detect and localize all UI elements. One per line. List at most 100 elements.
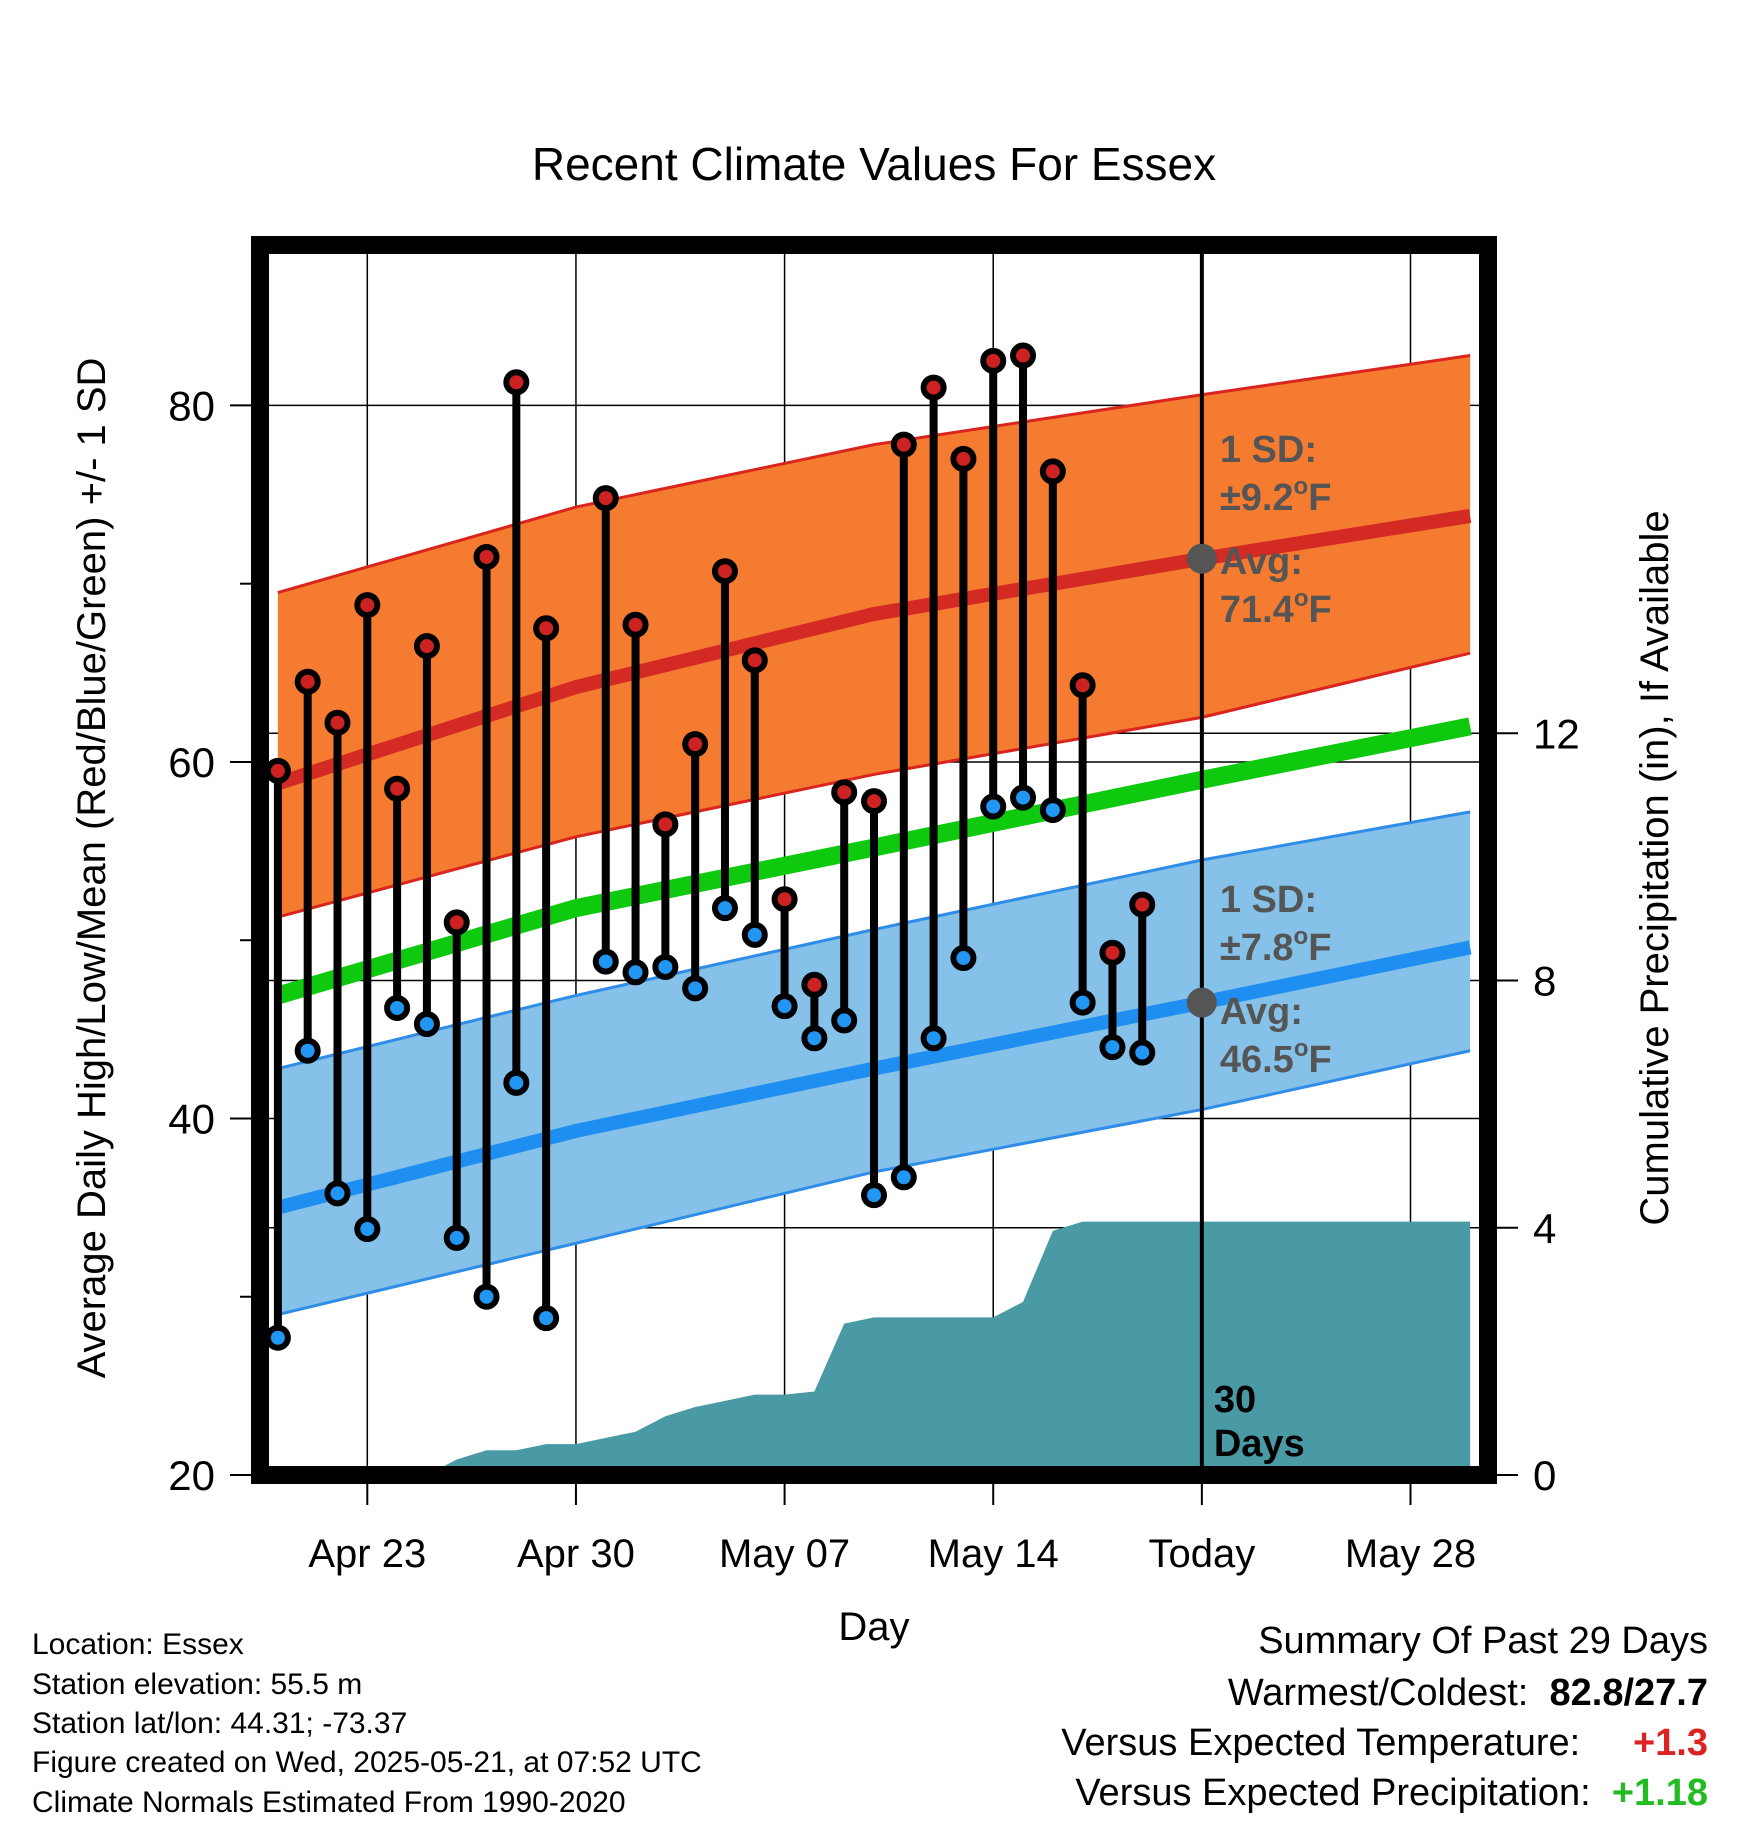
- y-tick-label: 20: [168, 1452, 215, 1499]
- days-count-unit: Days: [1214, 1423, 1305, 1465]
- y2-tick-label: 12: [1533, 710, 1580, 757]
- daily-low-point: [711, 895, 738, 922]
- daily-high-point: [592, 485, 619, 512]
- high-mean-line: [275, 509, 1472, 791]
- y-tick-label: 60: [168, 739, 215, 786]
- summary-precip-anomaly: Versus Expected Precipitation: +1.18: [1075, 1772, 1708, 1815]
- daily-high-point: [1069, 672, 1096, 699]
- daily-low-point: [592, 948, 619, 975]
- daily-low-point: [741, 921, 768, 948]
- high-sd-band: [277, 355, 1471, 918]
- y-axis-label: Average Daily High/Low/Mean (Red/Blue/Gr…: [70, 358, 114, 1379]
- daily-high-point: [711, 558, 738, 585]
- summary-temp-anomaly: Versus Expected Temperature: +1.3: [1061, 1722, 1708, 1765]
- x-tick-label: May 28: [1345, 1532, 1476, 1576]
- chart-title: Recent Climate Values For Essex: [532, 138, 1216, 190]
- low-band-avg-label: Avg:: [1220, 991, 1303, 1033]
- daily-high-point: [950, 445, 977, 472]
- x-tick-label: May 07: [719, 1532, 850, 1576]
- x-axis-label: Day: [838, 1605, 909, 1649]
- daily-low-point: [950, 945, 977, 972]
- x-tick-label: May 14: [928, 1532, 1059, 1576]
- daily-high-point: [861, 788, 887, 815]
- daily-low-point: [443, 1224, 470, 1251]
- daily-high-point: [473, 543, 500, 570]
- daily-low-point: [1039, 797, 1066, 824]
- daily-low-point: [831, 1007, 858, 1034]
- info-normals: Climate Normals Estimated From 1990-2020: [32, 1786, 626, 1819]
- daily-low-point: [890, 1164, 917, 1191]
- daily-high-point: [622, 611, 649, 638]
- daily-high-point: [503, 369, 530, 396]
- temp-anomaly-label: Versus Expected Temperature:: [1061, 1722, 1581, 1764]
- daily-high-point: [1099, 939, 1126, 966]
- daily-low-point: [413, 1011, 440, 1037]
- low-band-avg-value: 46.5oF: [1220, 1035, 1332, 1081]
- daily-high-point: [443, 909, 470, 936]
- info-created: Figure created on Wed, 2025-05-21, at 07…: [32, 1746, 702, 1779]
- high-band-lower-edge: [277, 651, 1471, 919]
- daily-high-point: [1039, 458, 1066, 485]
- summary-warm-cold: Warmest/Coldest: 82.8/27.7: [1227, 1672, 1708, 1714]
- y-tick-label: 80: [168, 382, 215, 429]
- x-tick-label: Apr 30: [517, 1532, 635, 1576]
- daily-high-point: [831, 779, 858, 806]
- daily-high-point: [1010, 342, 1037, 369]
- info-latlon: Station lat/lon: 44.31; -73.37: [32, 1707, 408, 1740]
- precip-anomaly-label: Versus Expected Precipitation:: [1075, 1772, 1591, 1814]
- daily-high-point: [682, 731, 709, 758]
- daily-high-point: [980, 347, 1007, 374]
- daily-low-point: [294, 1037, 321, 1064]
- daily-low-point: [861, 1182, 887, 1209]
- low-band-sd-label: 1 SD:: [1220, 879, 1317, 921]
- warm-cold-label: Warmest/Coldest:: [1227, 1672, 1529, 1714]
- today-high-avg-dot: [1186, 543, 1217, 574]
- daily-low-point: [354, 1216, 381, 1242]
- daily-high-point: [890, 431, 917, 458]
- high-band-upper-edge: [277, 354, 1471, 595]
- x-tick-label: Apr 23: [308, 1532, 426, 1576]
- warmest-value: 82.8: [1549, 1672, 1624, 1714]
- daily-high-point: [1129, 891, 1156, 918]
- low-band-sd-value: ±7.8oF: [1220, 923, 1332, 969]
- daily-high-point: [384, 775, 411, 802]
- high-band-avg-label: Avg:: [1220, 541, 1303, 583]
- daily-high-point: [741, 647, 768, 674]
- daily-low-point: [1129, 1039, 1156, 1066]
- coldest-value: 27.7: [1634, 1672, 1708, 1714]
- daily-low-point: [473, 1283, 500, 1310]
- y2-tick-label: 8: [1533, 958, 1556, 1005]
- daily-low-point: [920, 1025, 947, 1052]
- daily-low-point: [1099, 1034, 1126, 1061]
- daily-low-point: [503, 1069, 530, 1096]
- daily-high-point: [1162, 0, 1182, 10]
- daily-low-point: [980, 793, 1007, 820]
- summary-heading: Summary Of Past 29 Days: [1258, 1620, 1708, 1662]
- daily-low-point: [1162, 0, 1182, 10]
- daily-low-point: [384, 994, 411, 1021]
- daily-high-point: [294, 668, 321, 695]
- daily-low-point: [324, 1180, 351, 1207]
- daily-low-point: [264, 1324, 291, 1351]
- daily-high-point: [264, 757, 291, 784]
- y-tick-label: 40: [168, 1095, 215, 1142]
- high-band-sd-label: 1 SD:: [1220, 429, 1317, 471]
- temp-anomaly-value: +1.3: [1632, 1722, 1708, 1764]
- daily-high-point: [920, 374, 947, 401]
- plot-frame: [251, 236, 1497, 1484]
- daily-low-point: [1069, 989, 1096, 1016]
- daily-low-point: [533, 1305, 560, 1332]
- info-location: Location: Essex: [32, 1628, 244, 1661]
- daily-high-point: [652, 811, 679, 838]
- high-band-avg-value: 71.4oF: [1220, 585, 1332, 631]
- daily-high-point: [354, 592, 381, 619]
- today-low-avg-dot: [1186, 987, 1217, 1018]
- x-tick-label: Today: [1148, 1532, 1255, 1576]
- high-band-sd-value: ±9.2oF: [1220, 473, 1332, 519]
- daily-low-point: [652, 953, 679, 980]
- days-count-value: 30: [1214, 1379, 1256, 1421]
- info-elevation: Station elevation: 55.5 m: [32, 1668, 363, 1701]
- y2-tick-label: 0: [1533, 1452, 1556, 1499]
- daily-low-point: [801, 1025, 828, 1052]
